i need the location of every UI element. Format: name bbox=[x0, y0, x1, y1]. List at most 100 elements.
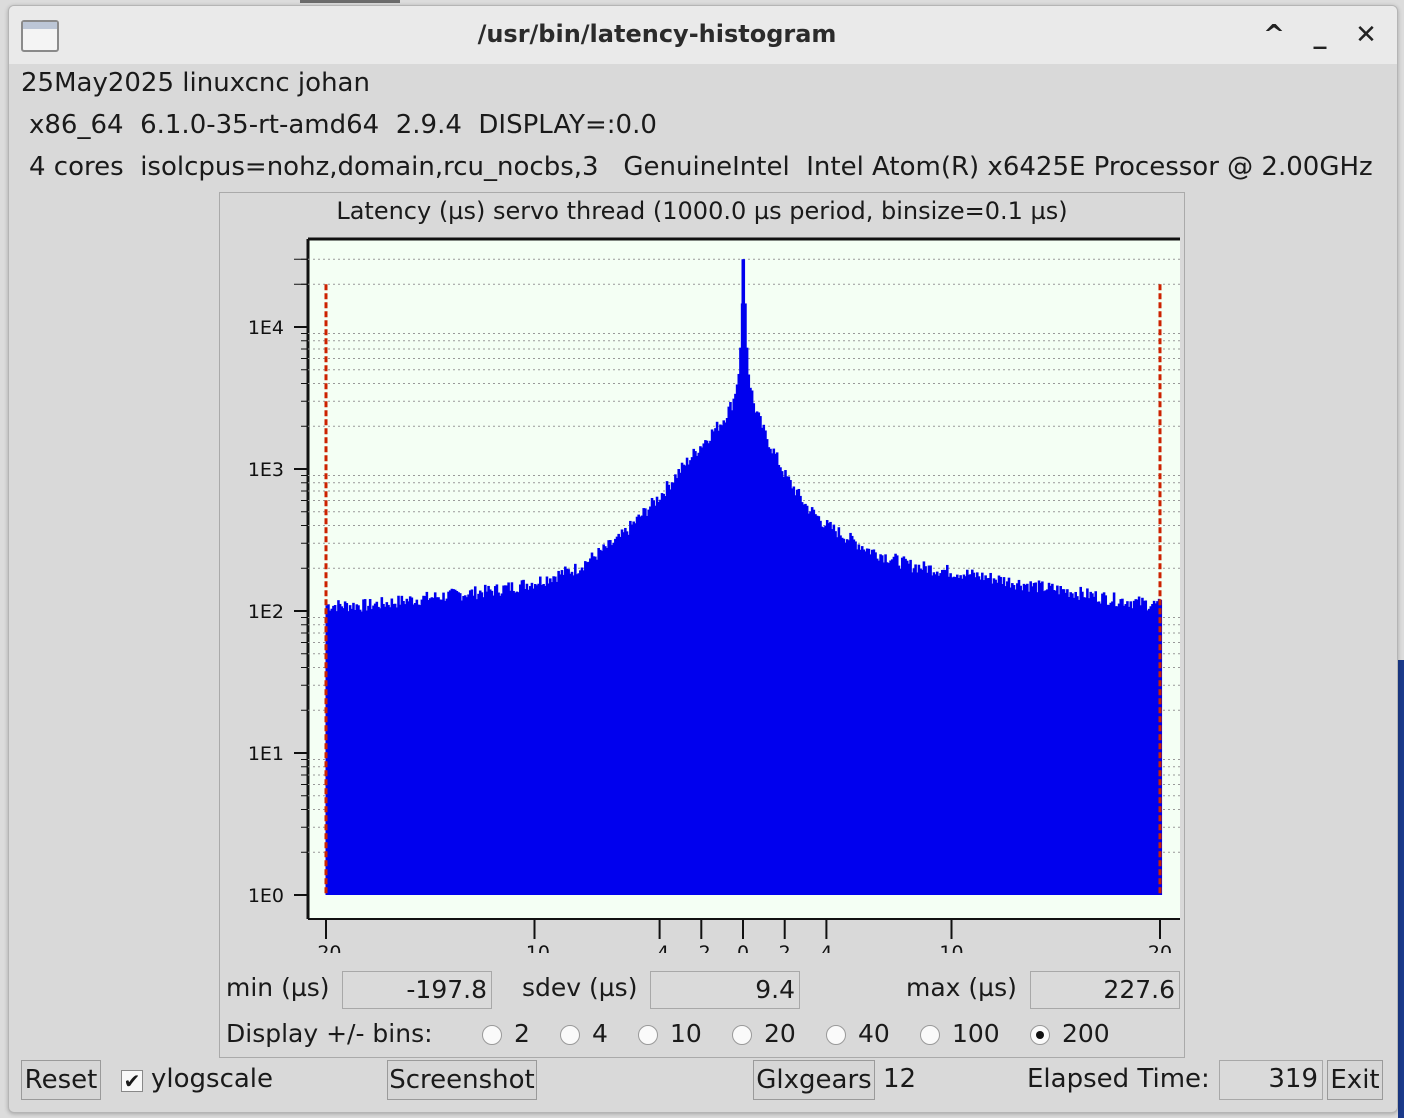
histogram-bar bbox=[755, 411, 759, 895]
bins-radio-10[interactable] bbox=[638, 1025, 658, 1045]
bins-radio-label[interactable]: 200 bbox=[1062, 1019, 1110, 1048]
histogram-bar bbox=[515, 591, 519, 895]
window-icon[interactable] bbox=[21, 20, 59, 52]
bins-radio-label[interactable]: 100 bbox=[952, 1019, 1000, 1048]
histogram-bar bbox=[612, 542, 615, 895]
histogram-bar bbox=[544, 585, 547, 895]
histogram-bar bbox=[585, 562, 589, 895]
minimize-button[interactable]: _ bbox=[1313, 20, 1327, 50]
bins-radio-label[interactable]: 10 bbox=[670, 1019, 702, 1048]
histogram-bar bbox=[347, 611, 350, 895]
histogram-bar bbox=[570, 571, 574, 895]
histogram-bar bbox=[1156, 601, 1159, 895]
histogram-bar bbox=[337, 600, 340, 895]
histogram-bar bbox=[849, 532, 852, 895]
bins-radio-2[interactable] bbox=[482, 1025, 502, 1045]
histogram-bar bbox=[1116, 606, 1119, 895]
histogram-bar bbox=[795, 489, 799, 895]
histogram-bar bbox=[840, 537, 844, 895]
histogram-bar bbox=[739, 347, 742, 896]
histogram-bar bbox=[717, 430, 721, 895]
histogram-bar bbox=[991, 583, 994, 895]
histogram-bar bbox=[330, 608, 334, 895]
screenshot-button[interactable]: Screenshot bbox=[387, 1060, 537, 1100]
histogram-bar bbox=[442, 592, 445, 895]
histogram-bar bbox=[900, 557, 904, 895]
histogram-bar bbox=[1012, 584, 1016, 895]
bins-radio-200[interactable] bbox=[1030, 1025, 1050, 1045]
bins-radio-label[interactable]: 20 bbox=[764, 1019, 796, 1048]
histogram-bar bbox=[867, 548, 871, 895]
bins-radio-4[interactable] bbox=[560, 1025, 580, 1045]
histogram-bar bbox=[448, 590, 452, 895]
histogram-bar bbox=[954, 576, 957, 895]
histogram-bar bbox=[582, 570, 585, 895]
bins-radio-40[interactable] bbox=[826, 1025, 846, 1045]
histogram-bar bbox=[912, 568, 916, 895]
histogram-bar bbox=[564, 566, 567, 895]
histogram-bar bbox=[647, 509, 650, 895]
histogram-bar bbox=[1079, 586, 1083, 895]
histogram-bar bbox=[609, 540, 612, 895]
close-button[interactable]: ✕ bbox=[1355, 20, 1377, 50]
histogram-bar bbox=[962, 574, 966, 895]
histogram-bar bbox=[709, 440, 712, 895]
histogram-bar bbox=[418, 605, 422, 895]
histogram-bar bbox=[870, 549, 874, 895]
histogram-bar bbox=[1016, 583, 1019, 895]
histogram-bar bbox=[1036, 592, 1039, 895]
histogram-bar bbox=[860, 546, 864, 895]
histogram-bar bbox=[987, 577, 991, 895]
histogram-bar bbox=[699, 446, 702, 895]
histogram-bar bbox=[652, 500, 655, 895]
bins-radio-label[interactable]: 40 bbox=[858, 1019, 890, 1048]
histogram-bar bbox=[488, 589, 492, 895]
histogram-bar bbox=[539, 576, 542, 895]
histogram-bar bbox=[490, 590, 494, 895]
histogram-bar bbox=[909, 559, 912, 895]
ylogscale-checkbox[interactable]: ✔ bbox=[121, 1070, 143, 1092]
histogram-bar bbox=[1112, 592, 1116, 895]
exit-button[interactable]: Exit bbox=[1327, 1060, 1383, 1100]
bins-radio-100[interactable] bbox=[920, 1025, 940, 1045]
histogram-bar bbox=[549, 578, 552, 895]
histogram-bar bbox=[532, 588, 535, 895]
histogram-bar bbox=[560, 570, 564, 895]
histogram-bar bbox=[355, 604, 359, 895]
histogram-bar bbox=[425, 591, 429, 895]
histogram-bar bbox=[976, 572, 979, 895]
histogram-bar bbox=[1011, 583, 1014, 895]
histogram-bar bbox=[1059, 586, 1062, 895]
histogram-bar bbox=[637, 514, 640, 895]
histogram-bar bbox=[639, 516, 642, 895]
histogram-bar bbox=[981, 572, 984, 895]
titlebar[interactable]: /usr/bin/latency-histogram ^ _ ✕ bbox=[9, 6, 1397, 64]
histogram-bar bbox=[482, 597, 485, 895]
ylogscale-label[interactable]: ylogscale bbox=[151, 1064, 274, 1094]
bins-radio-label[interactable]: 4 bbox=[592, 1019, 608, 1048]
maximize-button[interactable]: ^ bbox=[1263, 20, 1285, 50]
bins-radio-label[interactable]: 2 bbox=[514, 1019, 530, 1048]
histogram-bar bbox=[724, 422, 727, 895]
histogram-bar bbox=[1034, 582, 1037, 895]
histogram-bar bbox=[677, 469, 681, 895]
glxgears-button[interactable]: Glxgears bbox=[753, 1060, 875, 1100]
histogram-bar bbox=[353, 609, 357, 895]
reset-button[interactable]: Reset bbox=[21, 1060, 101, 1100]
histogram-bar bbox=[769, 448, 772, 895]
background-window-edge-right bbox=[1398, 660, 1404, 1118]
histogram-bar bbox=[503, 585, 507, 895]
histogram-bar bbox=[729, 402, 732, 895]
histogram-bar bbox=[1021, 590, 1024, 895]
histogram-bar bbox=[725, 418, 729, 895]
bins-radio-20[interactable] bbox=[732, 1025, 752, 1045]
histogram-bar bbox=[428, 598, 432, 895]
histogram-bar bbox=[1001, 584, 1004, 895]
histogram-bar bbox=[602, 544, 605, 895]
histogram-bar bbox=[855, 549, 859, 895]
histogram-bar bbox=[358, 609, 362, 895]
histogram-bar bbox=[518, 584, 522, 895]
histogram-bar bbox=[408, 596, 412, 895]
histogram-bar bbox=[685, 457, 689, 895]
histogram-bar bbox=[799, 495, 802, 895]
